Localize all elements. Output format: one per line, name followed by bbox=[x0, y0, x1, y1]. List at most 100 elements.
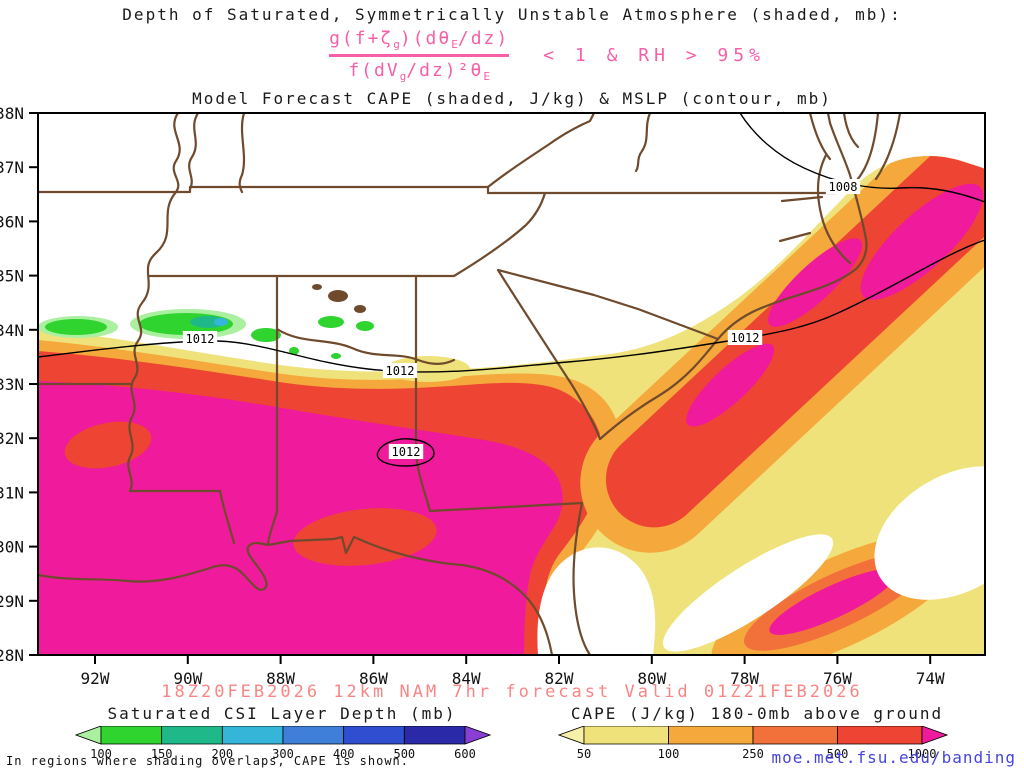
contour-label-bg bbox=[182, 331, 218, 346]
lon-label: 78W bbox=[730, 669, 759, 688]
map-plot-area: 1012 1012 1012 1012 1008 bbox=[38, 113, 985, 655]
formula-numerator: g(f+ζg)(dθE/dz) bbox=[329, 28, 510, 51]
lon-label: 82W bbox=[545, 669, 574, 688]
lat-label: 28N bbox=[0, 646, 24, 665]
colorbar-segment bbox=[100, 726, 163, 745]
lon-label: 90W bbox=[173, 669, 202, 688]
contour-label-bg bbox=[382, 363, 418, 378]
lat-label: 32N bbox=[0, 429, 24, 448]
cape-colorbar: 50 100 250 500 1000 bbox=[558, 726, 948, 761]
axis-layer: 38N 37N 36N 35N 34N 33N 32N 31N 30N 29N 28N 92W 90W 8… bbox=[0, 104, 945, 688]
colorbar-segment bbox=[161, 726, 223, 745]
contour-label: 1012 bbox=[731, 331, 760, 345]
figure-subtitle: Model Forecast CAPE (shaded, J/kg) & MSL… bbox=[192, 89, 832, 108]
contour-labels: 1012 1012 1012 1012 1008 bbox=[182, 179, 861, 459]
contour-label-bg bbox=[388, 444, 424, 459]
cape-red-patch bbox=[293, 508, 437, 566]
colorbar-tick-label: 50 bbox=[577, 747, 591, 761]
colorbar-tick-label: 150 bbox=[151, 747, 173, 761]
geography-layer bbox=[38, 113, 902, 655]
forecast-valid-line: 18Z20FEB2026 12km NAM 7hr forecast Valid… bbox=[161, 682, 863, 702]
contour-label-bg bbox=[825, 179, 861, 194]
cape-band-magenta-streak bbox=[860, 183, 984, 300]
rivers bbox=[127, 113, 652, 493]
colorbar-segment bbox=[583, 726, 669, 745]
colorbar-segment bbox=[752, 726, 838, 745]
csi-shade-cyan-core bbox=[214, 318, 228, 326]
cape-legend-title: CAPE (J/kg) 180-0mb above ground bbox=[570, 704, 944, 723]
colorbar-segment bbox=[558, 726, 585, 745]
contour-label: 1008 bbox=[829, 180, 858, 194]
cape-band-magenta-streak bbox=[768, 238, 863, 327]
colorbar-segment bbox=[921, 726, 948, 745]
csi-shade-green bbox=[331, 353, 341, 359]
lon-label: 88W bbox=[266, 669, 295, 688]
mslp-contour-1012-closed bbox=[376, 438, 435, 467]
cape-band bbox=[580, 155, 985, 553]
lat-label: 34N bbox=[0, 321, 24, 340]
csi-shade-green bbox=[356, 321, 374, 331]
colorbar-tick-label: 100 bbox=[90, 747, 112, 761]
sounds-and-bays bbox=[778, 113, 902, 265]
lon-label: 74W bbox=[916, 669, 945, 688]
website-link[interactable]: moe.met.fsu.edu/banding bbox=[771, 748, 1016, 767]
colorbar-segment bbox=[75, 726, 102, 745]
csi-legend-title: Saturated CSI Layer Depth (mb) bbox=[107, 704, 457, 723]
white-gap-right bbox=[874, 466, 985, 600]
fraction-bar bbox=[329, 54, 510, 57]
lake bbox=[312, 284, 322, 290]
forecast-map: 1012 1012 1012 1012 1008 38N 37N 36N 35N 34N 33N 3… bbox=[0, 104, 986, 688]
contour-label: 1012 bbox=[186, 332, 215, 346]
lon-label: 76W bbox=[823, 669, 852, 688]
lat-label: 36N bbox=[0, 212, 24, 231]
lon-label: 80W bbox=[637, 669, 666, 688]
lat-label: 29N bbox=[0, 592, 24, 611]
white-gap-channel bbox=[662, 534, 834, 652]
cape-shade-magenta-core bbox=[38, 381, 563, 655]
mslp-contour-layer: 1012 1012 1012 1012 1008 bbox=[38, 113, 985, 467]
lat-label: 33N bbox=[0, 375, 24, 394]
csi-shade-green bbox=[318, 316, 344, 328]
lake bbox=[328, 290, 348, 302]
cape-band-clip bbox=[580, 155, 985, 553]
csi-formula: g(f+ζg)(dθE/dz) f(dVg/dz)²θE < 1 & RH > … bbox=[0, 28, 1024, 83]
contour-label: 1012 bbox=[392, 445, 421, 459]
colorbar-tick-label: 1000 bbox=[908, 747, 937, 761]
lat-label: 31N bbox=[0, 483, 24, 502]
colorbar-segment bbox=[668, 726, 754, 745]
figure-title: Depth of Saturated, Symmetrically Unstab… bbox=[122, 5, 902, 24]
overlap-note: In regions where shading overlaps, CAPE … bbox=[6, 754, 410, 768]
colorbar-segment bbox=[403, 726, 466, 745]
formula-condition: < 1 & RH > 95% bbox=[543, 45, 765, 66]
colorbar-segment bbox=[464, 726, 491, 745]
contour-label-bg bbox=[727, 330, 763, 345]
csi-shade-green bbox=[289, 347, 299, 355]
cape-offshore-magenta bbox=[769, 569, 897, 635]
white-gap-florida bbox=[537, 547, 656, 655]
contour-label: 1012 bbox=[386, 364, 415, 378]
state-borders bbox=[38, 113, 838, 545]
colorbar-tick-label: 200 bbox=[211, 747, 233, 761]
colorbar-tick-label: 300 bbox=[272, 747, 294, 761]
lat-label: 38N bbox=[0, 104, 24, 123]
colorbar-segment bbox=[837, 726, 923, 745]
lon-label: 86W bbox=[359, 669, 388, 688]
lon-label: 92W bbox=[81, 669, 110, 688]
colorbar-tick-label: 500 bbox=[393, 747, 415, 761]
formula-fraction: g(f+ζg)(dθE/dz) f(dVg/dz)²θE bbox=[329, 28, 510, 83]
formula-denominator: f(dVg/dz)²θE bbox=[348, 60, 490, 83]
colorbar-tick-label: 400 bbox=[333, 747, 355, 761]
colorbar-segment bbox=[282, 726, 345, 745]
csi-shade-green bbox=[251, 328, 281, 342]
colorbar-tick-label: 250 bbox=[742, 747, 764, 761]
colorbar-segment bbox=[221, 726, 284, 745]
lon-label: 84W bbox=[452, 669, 481, 688]
colorbar-tick-label: 600 bbox=[454, 747, 476, 761]
cape-band-magenta-streak bbox=[686, 343, 775, 427]
lat-label: 35N bbox=[0, 267, 24, 286]
colorbar-tick-label: 100 bbox=[658, 747, 680, 761]
colorbar-segment bbox=[343, 726, 405, 745]
csi-shade-green bbox=[45, 319, 107, 335]
lat-label: 37N bbox=[0, 158, 24, 177]
